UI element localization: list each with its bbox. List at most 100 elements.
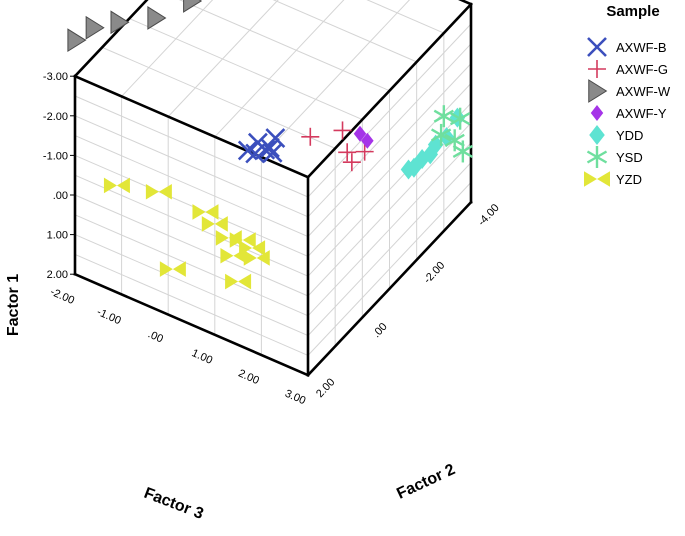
data-point (237, 140, 258, 161)
legend-item-yzd: YZD (584, 171, 642, 187)
data-point (338, 143, 357, 162)
grid-line (74, 0, 148, 77)
data-point (145, 183, 172, 200)
data-point (243, 250, 270, 266)
legend-item-ydd: YDD (589, 125, 643, 145)
cube-edge (73, 272, 310, 377)
legend-marker (590, 105, 604, 121)
factor1-tick-label: -3.00 (43, 71, 68, 83)
cube-edge (306, 200, 473, 378)
factor2-tick-label: -4.00 (476, 202, 502, 229)
legend-marker (584, 171, 610, 187)
grid-line (214, 0, 345, 138)
series-axwf-w (67, 0, 203, 53)
grid-line (307, 23, 472, 198)
factor2-axis-title: Factor 2 (394, 461, 458, 503)
factor1-tick-label: -1.00 (43, 150, 68, 162)
series-axwf-g (301, 121, 374, 172)
factor3-tick-label: -1.00 (95, 306, 123, 327)
legend-marker (588, 79, 608, 103)
legend-label: YDD (616, 128, 643, 143)
factor2-tick-label: 2.00 (314, 376, 337, 400)
factor3-axis-title: Factor 3 (142, 485, 206, 523)
data-point (430, 123, 452, 146)
factor1-tick-label: .00 (53, 190, 68, 202)
data-point (225, 273, 252, 290)
data-point (301, 127, 320, 146)
grid-line (74, 194, 309, 297)
legend-item-axwf-b: AXWF-B (587, 37, 667, 57)
series-axwf-b (237, 128, 286, 164)
series-ysd (430, 105, 473, 163)
data-point (342, 153, 361, 172)
cube-edge (306, 2, 473, 180)
cube-edge (458, 0, 473, 6)
factor2-tick-label: .00 (371, 321, 390, 340)
grid-line (272, 0, 417, 63)
grid-line (307, 142, 472, 317)
legend-label: YSD (616, 150, 643, 165)
legend-item-ysd: YSD (586, 146, 643, 168)
grid-line (74, 95, 309, 198)
data-point (265, 128, 286, 148)
legend-item-axwf-g: AXWF-G (588, 60, 668, 78)
legend-label: YZD (616, 172, 642, 187)
data-point (361, 132, 374, 149)
grid-line (74, 154, 309, 257)
factor1-tick-label: 2.00 (47, 269, 68, 281)
factor2-tick-label: -2.00 (422, 260, 448, 287)
legend-label: AXWF-G (616, 62, 668, 77)
data-point (192, 204, 219, 220)
data-point (353, 125, 367, 142)
data-point (260, 137, 280, 158)
legend-item-axwf-w: AXWF-W (588, 79, 671, 103)
grid-line (307, 122, 472, 297)
data-point (433, 105, 454, 128)
grid-line (101, 46, 336, 149)
legend-marker (586, 146, 608, 168)
grid-line (460, 0, 472, 5)
grid-line (74, 234, 309, 337)
legend-title: Sample (606, 3, 659, 20)
grid-line (366, 0, 445, 34)
data-point (220, 247, 247, 264)
factor3-tick-label: 3.00 (283, 388, 307, 408)
grid-line (74, 253, 309, 356)
data-point (103, 177, 130, 194)
grid-line (307, 182, 472, 356)
grid-line (179, 0, 390, 92)
grid-line (74, 174, 309, 277)
grid-lines (74, 0, 472, 376)
legend-label: AXWF-B (616, 40, 667, 55)
legend-marker (587, 37, 607, 57)
data-point (201, 216, 228, 232)
grid-line (74, 214, 309, 317)
legend-marker (589, 125, 605, 145)
data-point (159, 261, 186, 277)
cube-edge (73, 74, 310, 179)
data-point (183, 0, 203, 13)
legend: Sample AXWF-B AXWF-G AXWF-W AXWF-Y YDD YSD YZD (584, 3, 671, 187)
factor1-tick-label: 1.00 (47, 230, 68, 242)
factor1-axis-title: Factor 1 (5, 274, 22, 336)
grid-line (129, 18, 363, 120)
legend-label: AXWF-W (616, 84, 671, 99)
grid-line (307, 43, 472, 218)
data-point (229, 232, 256, 248)
data-point (85, 15, 105, 40)
series-axwf-y (353, 125, 374, 149)
data-points (67, 0, 473, 290)
series-yzd (103, 177, 270, 290)
data-point (452, 140, 473, 163)
factor3-tick-label: 2.00 (236, 367, 260, 387)
factor3-tick-label: 1.00 (190, 347, 214, 367)
legend-item-axwf-y: AXWF-Y (590, 105, 667, 121)
factor3-tick-label: -2.00 (48, 286, 76, 307)
data-point (110, 10, 130, 35)
grid-line (121, 0, 214, 97)
data-point (333, 121, 352, 140)
factor1-tick-label: -2.00 (43, 111, 68, 123)
grid-line (307, 63, 472, 237)
grid-line (74, 135, 309, 238)
